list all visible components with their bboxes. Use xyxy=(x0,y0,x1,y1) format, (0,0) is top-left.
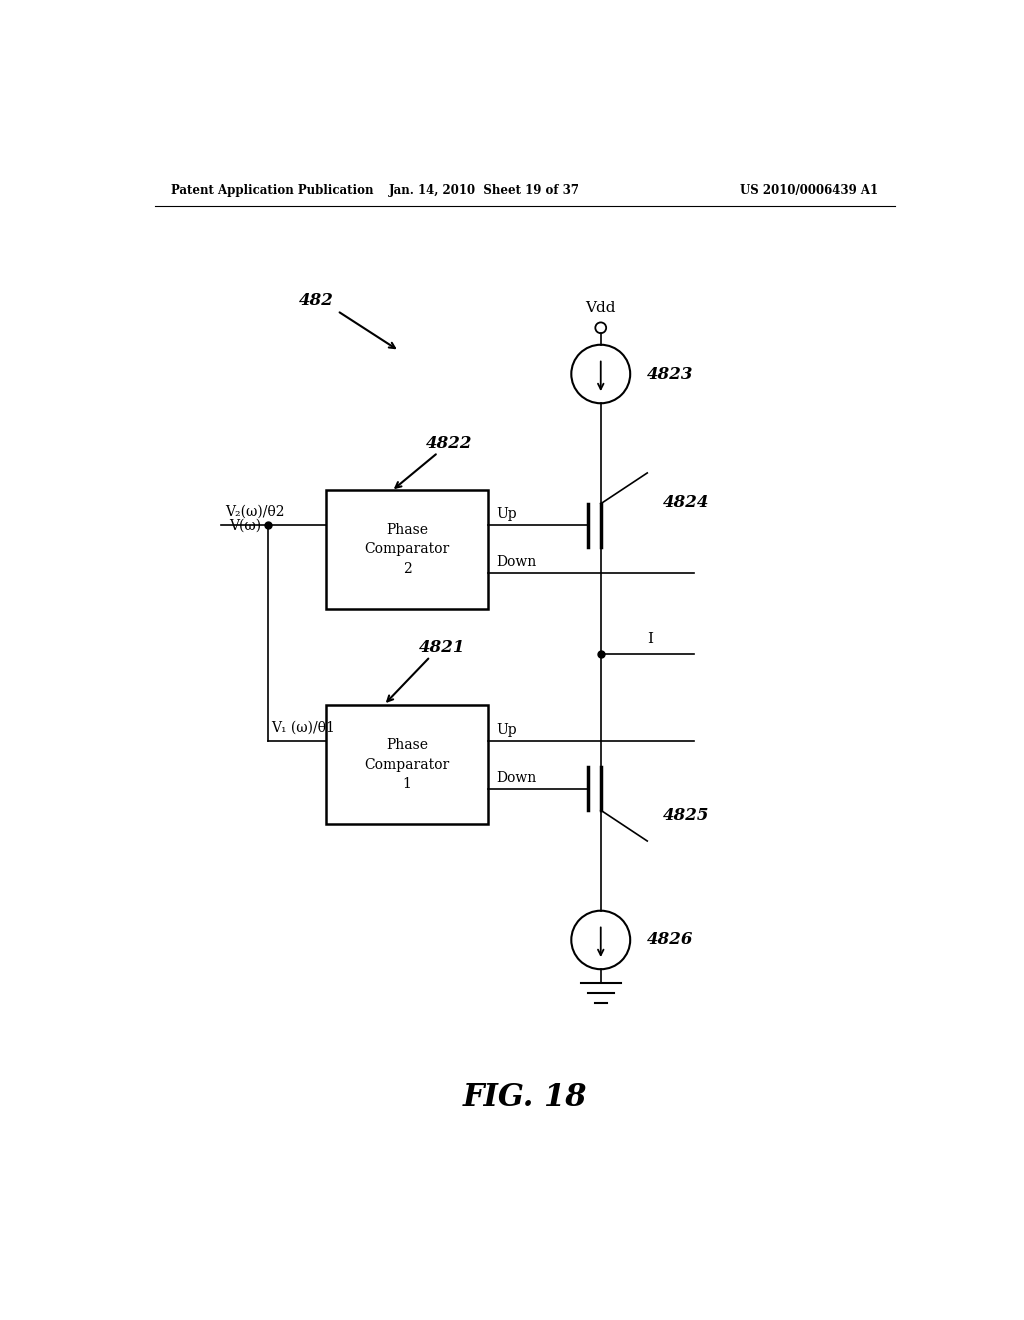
Text: FIG. 18: FIG. 18 xyxy=(463,1082,587,1113)
Text: Patent Application Publication: Patent Application Publication xyxy=(171,185,373,197)
Text: V₂(ω)/θ2: V₂(ω)/θ2 xyxy=(225,506,285,519)
Text: Down: Down xyxy=(496,556,537,569)
Text: V₁ (ω)/θ1: V₁ (ω)/θ1 xyxy=(271,721,335,735)
Text: Jan. 14, 2010  Sheet 19 of 37: Jan. 14, 2010 Sheet 19 of 37 xyxy=(389,185,580,197)
Text: 4825: 4825 xyxy=(663,807,710,824)
Text: 4823: 4823 xyxy=(647,366,693,383)
Text: 4821: 4821 xyxy=(419,639,465,656)
Text: Down: Down xyxy=(496,771,537,785)
Text: US 2010/0006439 A1: US 2010/0006439 A1 xyxy=(740,185,879,197)
Text: 4822: 4822 xyxy=(426,434,473,451)
Bar xyxy=(326,490,488,609)
Text: 482: 482 xyxy=(299,292,334,309)
Text: 4824: 4824 xyxy=(663,494,710,511)
Text: V(ω): V(ω) xyxy=(229,519,261,532)
Text: I: I xyxy=(647,632,653,645)
Text: Vdd: Vdd xyxy=(586,301,616,315)
Text: Phase
Comparator
2: Phase Comparator 2 xyxy=(365,523,450,576)
Bar xyxy=(326,705,488,825)
Text: Phase
Comparator
1: Phase Comparator 1 xyxy=(365,738,450,791)
Text: 4826: 4826 xyxy=(647,932,693,949)
Text: Up: Up xyxy=(496,507,517,521)
Text: Up: Up xyxy=(496,723,517,737)
